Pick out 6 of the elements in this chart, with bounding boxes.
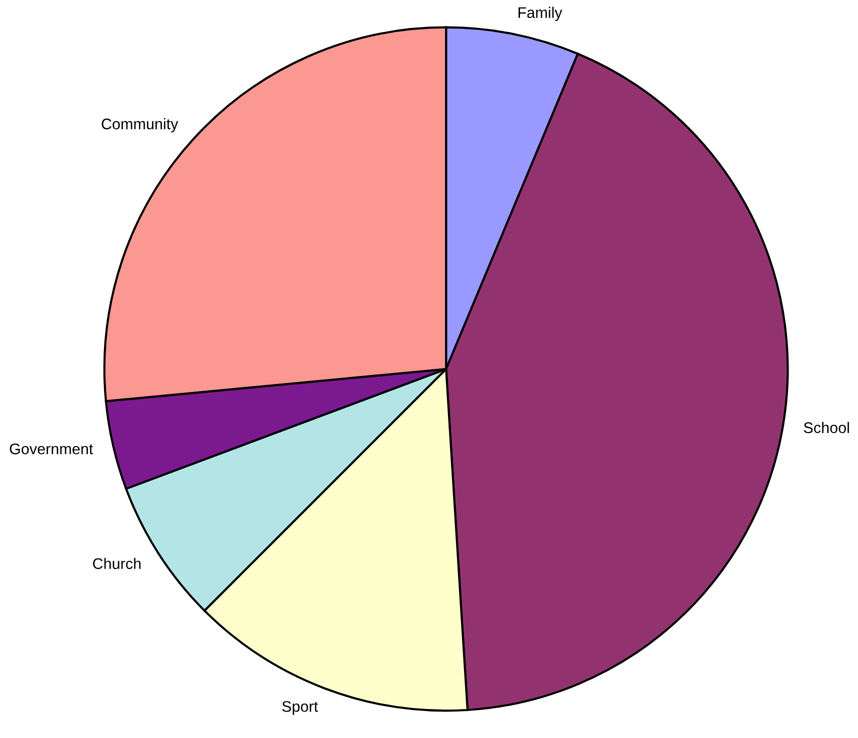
- slice-label: Sport: [282, 701, 318, 715]
- slice-label: Community: [102, 118, 178, 132]
- slice-label: Church: [93, 558, 141, 570]
- slice-label: Government: [10, 444, 94, 454]
- slice-label: Family: [518, 6, 562, 22]
- slice-label: School: [804, 422, 849, 434]
